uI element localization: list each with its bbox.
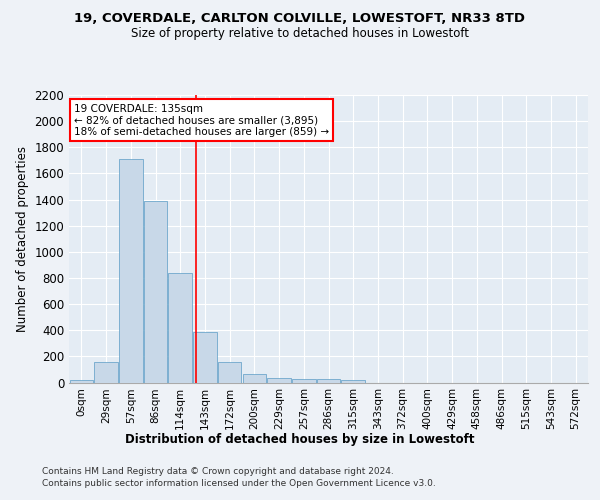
- Bar: [317, 378, 340, 382]
- Y-axis label: Number of detached properties: Number of detached properties: [16, 146, 29, 332]
- Text: Distribution of detached houses by size in Lowestoft: Distribution of detached houses by size …: [125, 432, 475, 446]
- Bar: [169, 274, 192, 382]
- Bar: [94, 362, 118, 382]
- Text: Contains HM Land Registry data © Crown copyright and database right 2024.: Contains HM Land Registry data © Crown c…: [42, 468, 394, 476]
- Bar: [341, 380, 365, 382]
- Text: Contains public sector information licensed under the Open Government Licence v3: Contains public sector information licen…: [42, 479, 436, 488]
- Text: 19, COVERDALE, CARLTON COLVILLE, LOWESTOFT, NR33 8TD: 19, COVERDALE, CARLTON COLVILLE, LOWESTO…: [74, 12, 526, 26]
- Bar: [268, 378, 291, 382]
- Bar: [70, 380, 93, 382]
- Text: Size of property relative to detached houses in Lowestoft: Size of property relative to detached ho…: [131, 28, 469, 40]
- Bar: [193, 332, 217, 382]
- Bar: [218, 362, 241, 382]
- Bar: [119, 159, 143, 382]
- Bar: [144, 201, 167, 382]
- Bar: [242, 374, 266, 382]
- Text: 19 COVERDALE: 135sqm
← 82% of detached houses are smaller (3,895)
18% of semi-de: 19 COVERDALE: 135sqm ← 82% of detached h…: [74, 104, 329, 137]
- Bar: [292, 378, 316, 382]
